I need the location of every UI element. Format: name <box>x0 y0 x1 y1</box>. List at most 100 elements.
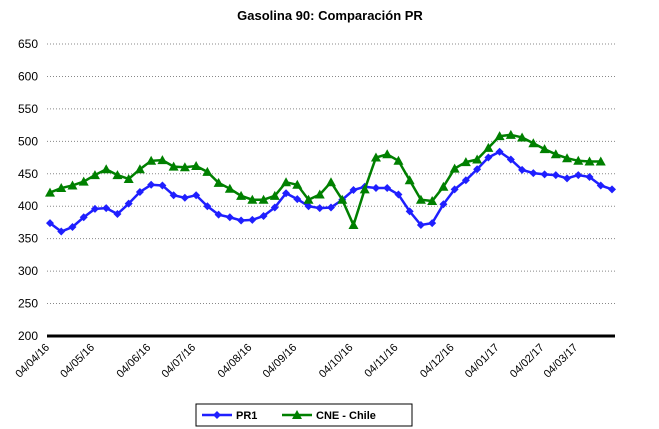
point <box>529 169 538 178</box>
point <box>258 194 269 204</box>
point <box>563 174 572 183</box>
point <box>68 222 77 231</box>
point <box>56 183 67 193</box>
point <box>113 210 122 219</box>
point <box>124 199 133 208</box>
legend-label: CNE - Chile <box>316 410 376 422</box>
point <box>585 173 594 182</box>
point <box>371 184 380 193</box>
x-tick-label: 04/06/16 <box>115 342 154 381</box>
x-tick-label: 04/12/16 <box>418 342 457 381</box>
point <box>562 153 573 163</box>
x-tick-label: 04/07/16 <box>159 342 198 381</box>
point <box>146 155 157 165</box>
x-tick-label: 04/10/16 <box>317 342 356 381</box>
point <box>326 177 336 187</box>
point <box>101 164 112 174</box>
point <box>78 176 89 186</box>
point <box>505 129 516 139</box>
point <box>438 181 449 191</box>
point <box>370 152 381 162</box>
point <box>517 132 528 142</box>
point <box>303 194 314 204</box>
y-tick-label: 450 <box>18 167 38 181</box>
x-tick-label: 04/02/17 <box>508 342 547 381</box>
point <box>314 189 325 199</box>
point <box>416 221 425 230</box>
y-tick-label: 650 <box>18 37 38 51</box>
chart-title: Gasolina 90: Comparación PR <box>237 8 423 23</box>
point <box>472 154 483 164</box>
point <box>506 155 515 164</box>
x-tick-label: 04/04/16 <box>13 342 52 381</box>
legend-marker <box>292 410 302 419</box>
point <box>573 155 584 165</box>
y-tick-label: 200 <box>18 329 38 343</box>
point <box>147 180 156 189</box>
point <box>236 190 247 200</box>
y-tick-label: 550 <box>18 102 38 116</box>
y-tick-label: 500 <box>18 134 38 148</box>
series-line <box>49 133 601 229</box>
x-tick-label: 04/08/16 <box>216 342 255 381</box>
point <box>168 161 179 171</box>
point <box>203 202 212 211</box>
point <box>89 170 100 180</box>
point <box>584 156 595 166</box>
point <box>45 187 55 197</box>
series-line <box>49 150 613 233</box>
point <box>304 202 313 211</box>
point <box>224 183 235 193</box>
point <box>596 181 605 190</box>
point <box>237 216 246 225</box>
point <box>460 157 471 167</box>
point <box>359 184 370 194</box>
point <box>394 190 403 199</box>
point <box>135 187 144 196</box>
point <box>134 164 145 174</box>
point <box>123 173 134 183</box>
point <box>248 215 257 224</box>
x-tick-label: 04/09/16 <box>261 342 300 381</box>
point <box>484 153 493 162</box>
y-tick-label: 300 <box>18 264 38 278</box>
point <box>315 204 324 213</box>
point <box>112 170 123 180</box>
point <box>158 181 167 190</box>
x-tick-label: 04/01/17 <box>463 342 502 381</box>
point <box>327 203 335 212</box>
point <box>595 156 606 166</box>
point <box>192 191 201 200</box>
point <box>608 185 616 194</box>
point <box>551 171 560 180</box>
point <box>337 194 348 204</box>
point <box>518 165 527 174</box>
point <box>382 149 393 159</box>
point <box>494 131 505 141</box>
legend-marker <box>213 411 221 419</box>
point <box>539 144 550 154</box>
point <box>427 196 438 206</box>
point <box>550 149 561 159</box>
point <box>415 194 426 204</box>
legend-label: PR1 <box>236 410 257 422</box>
point <box>191 160 202 170</box>
point <box>79 213 88 222</box>
point <box>528 138 539 148</box>
point <box>292 179 303 189</box>
point <box>269 190 280 200</box>
point <box>259 211 268 220</box>
y-tick-label: 600 <box>18 69 38 83</box>
point <box>473 165 482 174</box>
point <box>46 219 54 228</box>
point <box>102 204 111 213</box>
point <box>57 227 66 236</box>
x-tick-label: 04/05/16 <box>58 342 97 381</box>
point <box>180 193 189 202</box>
point <box>428 219 437 228</box>
point <box>393 155 404 165</box>
point <box>540 170 549 179</box>
point <box>213 177 224 187</box>
point <box>405 207 414 216</box>
